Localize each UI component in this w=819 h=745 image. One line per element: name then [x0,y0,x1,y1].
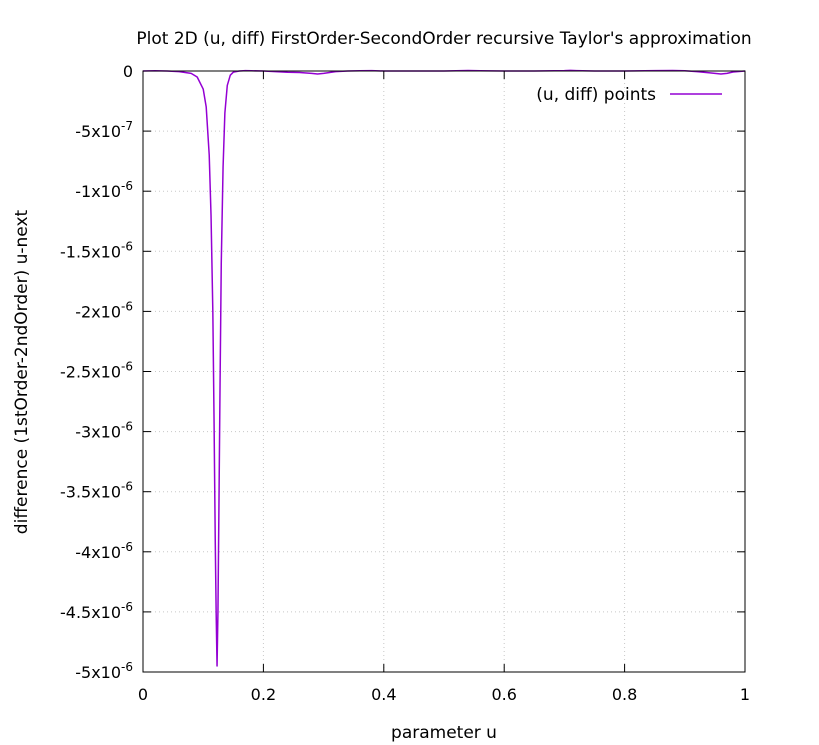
y-tick-label: -3x10-6 [75,420,133,442]
y-tick-mantissa: -2x10 [75,302,121,321]
y-tick-exponent: -6 [121,179,133,193]
x-tick-label: 0 [138,685,148,704]
y-tick-label: -3.5x10-6 [60,480,133,502]
y-tick-label: 0 [123,62,133,81]
y-tick-label: -1.5x10-6 [60,239,133,261]
y-tick-exponent: -6 [121,540,133,554]
y-tick-mantissa: -5x10 [75,122,121,141]
y-tick-labels: 0-5x10-7-1x10-6-1.5x10-6-2x10-6-2.5x10-6… [60,62,133,682]
y-tick-mantissa: 0 [123,62,133,81]
x-tick-labels: 0 0.2 0.4 0.6 0.8 1 [138,685,750,704]
y-tick-mantissa: -3x10 [75,423,121,442]
y-tick-mantissa: -3.5x10 [60,483,121,502]
y-tick-exponent: -6 [121,480,133,494]
y-tick-exponent: -6 [121,299,133,313]
y-tick-label: -5x10-6 [75,660,133,682]
y-tick-mantissa: -1x10 [75,182,121,201]
y-tick-mantissa: -4.5x10 [60,603,121,622]
y-tick-exponent: -6 [121,660,133,674]
legend-label: (u, diff) points [536,85,656,105]
y-tick-label: -4.5x10-6 [60,600,133,622]
y-tick-mantissa: -5x10 [75,663,121,682]
y-tick-exponent: -7 [121,119,133,133]
y-tick-label: -1x10-6 [75,179,133,201]
y-tick-label: -2.5x10-6 [60,360,133,382]
y-tick-exponent: -6 [121,239,133,253]
legend: (u, diff) points [536,85,722,105]
y-tick-mantissa: -4x10 [75,543,121,562]
y-tick-label: -4x10-6 [75,540,133,562]
y-tick-exponent: -6 [121,600,133,614]
x-tick-label: 0.4 [371,685,396,704]
x-axis-label: parameter u [391,723,497,743]
x-tick-label: 1 [740,685,750,704]
y-tick-exponent: -6 [121,360,133,374]
y-tick-mantissa: -2.5x10 [60,363,121,382]
y-tick-label: -2x10-6 [75,299,133,321]
y-tick-exponent: -6 [121,420,133,434]
x-tick-label: 0.2 [251,685,276,704]
grid [143,71,745,672]
chart-title: Plot 2D (u, diff) FirstOrder-SecondOrder… [136,29,751,49]
x-tick-label: 0.8 [612,685,637,704]
series-line [142,69,746,667]
x-tick-label: 0.6 [491,685,516,704]
y-tick-label: -5x10-7 [75,119,133,141]
series-group [142,69,746,667]
y-axis-label: difference (1stOrder-2ndOrder) u-next [12,209,32,534]
ticks [142,70,746,673]
y-tick-mantissa: -1.5x10 [60,242,121,261]
